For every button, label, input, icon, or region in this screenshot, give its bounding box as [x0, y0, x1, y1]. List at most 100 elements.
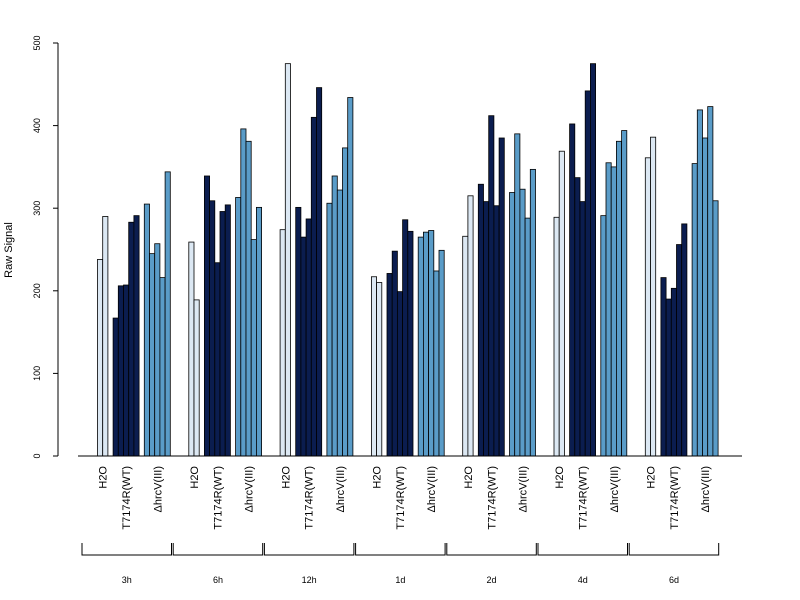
treatment-label: ΔhrcV(III) [700, 466, 712, 512]
bar-6d-2-2 [702, 137, 709, 457]
bar-2d-2-3 [524, 217, 531, 457]
bar-4d-1-1 [574, 177, 581, 457]
treatment-label: ΔhrcV(III) [152, 466, 164, 512]
bar-12h-0-1 [284, 63, 291, 457]
treatment-label: H2O [189, 466, 201, 489]
bar-12h-1-3 [310, 116, 317, 457]
bar-2d-2-4 [529, 168, 536, 457]
bar-4d-2-4 [621, 130, 628, 457]
bar-6d-1-1 [665, 298, 672, 457]
y-axis-label: Raw Signal [3, 222, 15, 278]
y-tick-label: 400 [32, 118, 42, 133]
bar-6h-2-0 [235, 197, 242, 457]
treatment-label: H2O [372, 466, 384, 489]
bar-2d-2-1 [514, 133, 521, 457]
y-axis: 0 100 200 300 400 500 [32, 35, 59, 459]
bar-12h-0-0 [279, 229, 286, 457]
bar-3h-2-4 [164, 171, 171, 457]
bar-12h-2-4 [347, 97, 354, 457]
bar-4d-2-1 [605, 162, 612, 457]
bar-6d-2-1 [696, 109, 703, 457]
time-point-label: 6h [213, 575, 223, 585]
bar-3h-0-1 [102, 216, 109, 457]
bar-1d-2-2 [428, 230, 435, 457]
bar-6h-0-1 [193, 299, 200, 457]
treatment-label: ΔhrcV(III) [426, 466, 438, 512]
bar-3h-1-4 [133, 215, 140, 457]
bar-3h-1-1 [117, 285, 124, 457]
bar-1d-1-1 [391, 250, 398, 457]
bar-3h-1-3 [128, 221, 135, 457]
bar-6h-2-2 [245, 140, 252, 457]
bar-3h-2-0 [143, 203, 150, 457]
time-point-label: 2d [487, 575, 497, 585]
bar-2d-1-0 [477, 183, 484, 457]
bar-6d-1-4 [681, 223, 688, 457]
bar-6h-1-0 [203, 175, 210, 457]
y-tick-label: 100 [32, 366, 42, 381]
bar-4d-2-0 [600, 215, 607, 457]
bar-4d-2-3 [616, 140, 623, 457]
bar-6d-0-1 [650, 136, 657, 457]
treatment-label: T7174R(WT) [212, 466, 224, 530]
category-labels: H2O T7174R(WT) ΔhrcV(III) H2O T7174R(WT) Δhrc… [98, 466, 712, 530]
bar-6d-1-3 [676, 244, 683, 457]
y-tick-label: 200 [32, 283, 42, 298]
bar-1d-0-0 [370, 276, 377, 457]
bar-1d-0-1 [376, 282, 383, 457]
bar-12h-2-2 [336, 189, 343, 457]
treatment-label: H2O [280, 466, 292, 489]
treatment-label: H2O [98, 466, 110, 489]
bar-1d-2-3 [433, 270, 440, 457]
bar-6h-1-4 [224, 204, 231, 457]
bar-6h-2-3 [250, 239, 257, 457]
time-bracket [355, 543, 446, 556]
bar-2d-1-3 [493, 205, 500, 457]
bar-6h-2-4 [255, 206, 262, 457]
bar-2d-2-2 [519, 188, 526, 457]
bar-12h-2-0 [326, 202, 333, 457]
bar-1d-2-1 [422, 231, 429, 457]
time-bracket [628, 543, 720, 556]
bar-12h-1-1 [300, 236, 307, 457]
bar-4d-1-4 [590, 63, 597, 457]
bar-1d-1-4 [407, 230, 414, 457]
treatment-label: T7174R(WT) [395, 466, 407, 530]
y-tick-label: 0 [32, 453, 42, 458]
treatment-label: H2O [463, 466, 475, 489]
bar-2d-2-0 [509, 192, 516, 457]
bar-6d-0-0 [644, 157, 651, 457]
time-point-label: 4d [578, 575, 588, 585]
bar-4d-0-0 [553, 216, 560, 457]
bar-1d-2-4 [438, 249, 445, 457]
time-point-label: 6d [669, 575, 679, 585]
treatment-label: ΔhrcV(III) [335, 466, 347, 512]
bar-12h-2-1 [331, 175, 338, 457]
treatment-label: ΔhrcV(III) [244, 466, 256, 512]
time-bracket [263, 543, 355, 556]
bar-12h-1-0 [295, 206, 302, 457]
y-tick-label: 300 [32, 201, 42, 216]
time-point-brackets: 3h 6h 12h 1d 2d 4d 6d [81, 543, 720, 585]
bar-3h-2-2 [154, 243, 161, 457]
bar-3h-1-0 [112, 317, 119, 457]
time-bracket [537, 543, 628, 556]
treatment-label: T7174R(WT) [121, 466, 133, 530]
bars [97, 63, 719, 457]
treatment-label: H2O [646, 466, 658, 489]
time-bracket [172, 543, 264, 556]
bar-1d-1-3 [402, 219, 409, 457]
treatment-label: T7174R(WT) [669, 466, 681, 530]
treatment-label: H2O [554, 466, 566, 489]
bar-4d-0-1 [558, 150, 565, 457]
time-bracket [446, 543, 537, 556]
bar-3h-2-3 [159, 277, 166, 457]
treatment-label: ΔhrcV(III) [609, 466, 621, 512]
time-point-label: 1d [395, 575, 405, 585]
bar-2d-0-1 [467, 195, 474, 457]
bar-2d-1-1 [483, 201, 490, 457]
bar-3h-0-0 [97, 259, 104, 457]
treatment-label: ΔhrcV(III) [518, 466, 530, 512]
y-tick-label: 500 [32, 35, 42, 50]
